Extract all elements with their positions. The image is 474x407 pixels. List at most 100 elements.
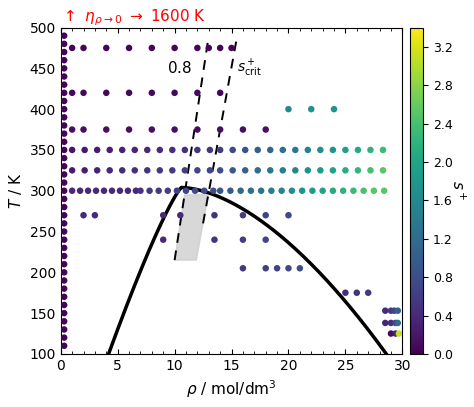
Point <box>304 147 311 153</box>
Point <box>106 167 113 174</box>
Point <box>206 147 214 153</box>
Point <box>80 45 87 51</box>
Point <box>206 167 214 174</box>
Point <box>241 147 249 153</box>
Point <box>216 90 224 96</box>
Point <box>132 188 140 194</box>
Point <box>387 319 395 326</box>
Point <box>159 236 167 243</box>
Point <box>60 90 68 96</box>
Point <box>102 45 110 51</box>
Point <box>68 167 76 174</box>
Point <box>193 147 201 153</box>
Point <box>60 204 68 210</box>
Point <box>118 147 126 153</box>
Point <box>68 126 76 133</box>
Point <box>382 319 389 326</box>
Point <box>60 147 68 153</box>
Point <box>279 147 287 153</box>
Point <box>91 212 99 219</box>
Point <box>262 212 270 219</box>
Text: $\uparrow\ \eta_{\rho\rightarrow 0}\ \rightarrow\ 1600\ \mathrm{K}$: $\uparrow\ \eta_{\rho\rightarrow 0}\ \ri… <box>61 7 206 28</box>
Point <box>60 302 68 308</box>
Point <box>394 319 401 326</box>
Point <box>80 126 87 133</box>
Y-axis label: $T$ / K: $T$ / K <box>7 173 24 209</box>
Text: $0.8$: $0.8$ <box>167 60 191 77</box>
Point <box>229 147 237 153</box>
Point <box>392 319 399 326</box>
Point <box>254 167 262 174</box>
Point <box>60 33 68 39</box>
Point <box>262 126 270 133</box>
Point <box>382 307 389 314</box>
Point <box>60 326 68 333</box>
Point <box>60 98 68 104</box>
Point <box>273 265 281 271</box>
Point <box>116 188 124 194</box>
Point <box>319 188 327 194</box>
Point <box>329 147 337 153</box>
Point <box>60 81 68 88</box>
Point <box>379 167 387 174</box>
Point <box>60 293 68 300</box>
Point <box>395 330 403 337</box>
Point <box>60 57 68 63</box>
Point <box>60 220 68 227</box>
Point <box>144 167 151 174</box>
Point <box>254 147 262 153</box>
Point <box>60 106 68 112</box>
X-axis label: $\rho$ / mol/dm$^3$: $\rho$ / mol/dm$^3$ <box>186 379 277 400</box>
Point <box>60 122 68 129</box>
Point <box>60 41 68 47</box>
Point <box>309 188 316 194</box>
Point <box>296 265 304 271</box>
Point <box>80 90 87 96</box>
Point <box>60 253 68 259</box>
Point <box>193 90 201 96</box>
Point <box>60 155 68 161</box>
Point <box>262 236 270 243</box>
Point <box>148 90 155 96</box>
Point <box>68 188 76 194</box>
Point <box>60 163 68 170</box>
Point <box>60 49 68 55</box>
Point <box>68 90 76 96</box>
Point <box>210 212 218 219</box>
Point <box>193 167 201 174</box>
Point <box>118 167 126 174</box>
Point <box>60 335 68 341</box>
Point <box>241 167 249 174</box>
Point <box>367 167 374 174</box>
Point <box>60 179 68 186</box>
Point <box>394 307 401 314</box>
Point <box>60 318 68 324</box>
Point <box>227 188 234 194</box>
Point <box>365 289 372 296</box>
Point <box>216 167 224 174</box>
Point <box>228 45 235 51</box>
Point <box>144 147 151 153</box>
Polygon shape <box>174 195 208 260</box>
Point <box>370 188 378 194</box>
Point <box>60 196 68 202</box>
Point <box>285 265 292 271</box>
Point <box>317 167 324 174</box>
Point <box>60 236 68 243</box>
Point <box>317 147 324 153</box>
Point <box>387 307 395 314</box>
Point <box>193 126 201 133</box>
Point <box>266 167 274 174</box>
Point <box>84 188 92 194</box>
Point <box>182 188 190 194</box>
Point <box>68 45 76 51</box>
Point <box>266 147 274 153</box>
Point <box>350 188 357 194</box>
Point <box>278 188 285 194</box>
Point <box>216 126 224 133</box>
Point <box>353 289 361 296</box>
Point <box>146 188 154 194</box>
Point <box>216 45 224 51</box>
Point <box>379 147 387 153</box>
Point <box>210 236 218 243</box>
